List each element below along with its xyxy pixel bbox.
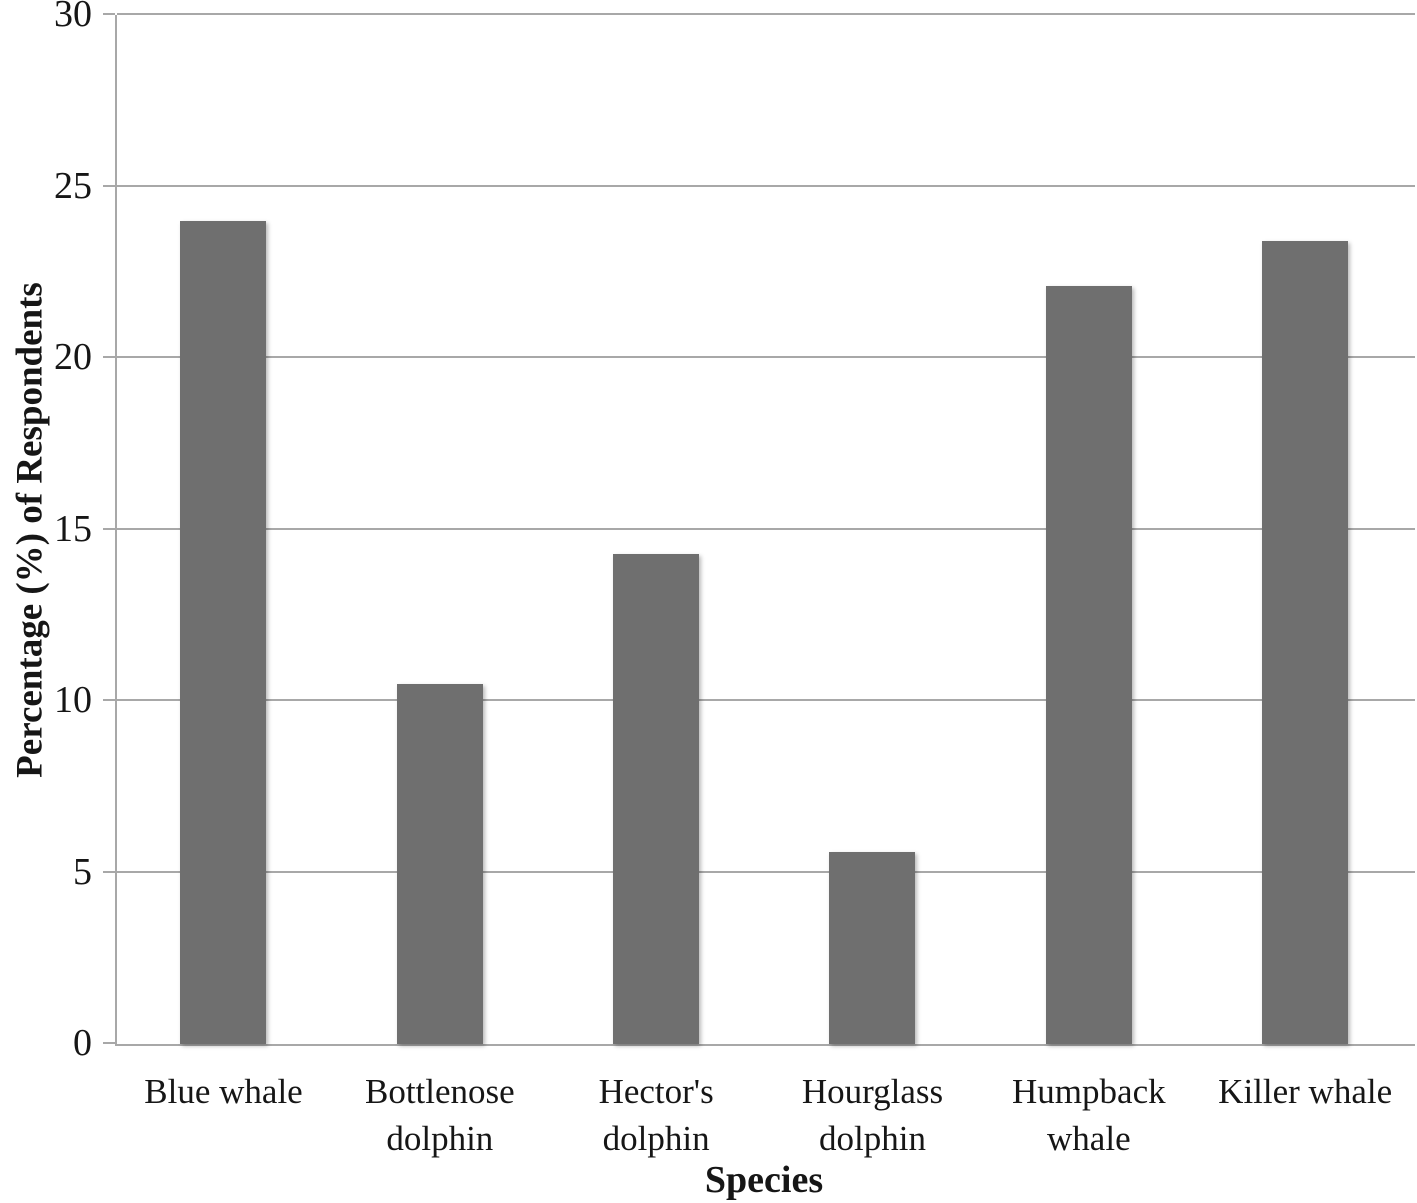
bar-bottlenose-dolphin [396, 683, 483, 1044]
y-tick-mark-20 [103, 356, 115, 358]
y-tick-mark-30 [103, 13, 115, 15]
y-tick-label-20: 20 [54, 336, 92, 378]
x-label-bottlenose-dolphin: Bottlenose dolphin [364, 1072, 515, 1158]
y-tick-mark-15 [103, 527, 115, 530]
gridline-30 [117, 13, 1415, 15]
y-tick-mark-5 [103, 870, 115, 873]
bar-blue-whale [180, 220, 267, 1044]
bar-hector-s-dolphin [612, 553, 699, 1044]
x-label-hourglass-dolphin: Hourglass dolphin [801, 1072, 944, 1158]
x-label-killer-whale: Killer whale [1218, 1072, 1393, 1111]
y-tick-mark-25 [103, 184, 115, 187]
gridline-25 [117, 184, 1415, 187]
y-tick-label-15: 15 [54, 507, 92, 550]
y-tick-label-0: 0 [73, 1022, 92, 1064]
gridline-10 [117, 699, 1415, 701]
bar-hourglass-dolphin [829, 851, 916, 1044]
y-tick-label-5: 5 [73, 850, 92, 893]
y-tick-label-10: 10 [54, 679, 92, 721]
bar-humpback-whale [1045, 285, 1132, 1044]
y-tick-mark-0 [103, 1042, 115, 1044]
bar-killer-whale [1261, 241, 1348, 1044]
x-axis-title: Species [704, 1159, 824, 1201]
plot-area [115, 13, 1415, 1046]
gridline-20 [117, 356, 1415, 358]
gridline-15 [117, 527, 1415, 530]
y-tick-mark-10 [103, 699, 115, 701]
x-label-hector-s-dolphin: Hector's dolphin [598, 1072, 714, 1158]
y-tick-label-30: 30 [54, 0, 92, 35]
gridline-5 [117, 870, 1415, 873]
x-label-blue-whale: Blue whale [144, 1072, 303, 1111]
y-tick-label-25: 25 [54, 164, 92, 207]
x-label-humpback-whale: Humpback whale [1012, 1072, 1166, 1158]
